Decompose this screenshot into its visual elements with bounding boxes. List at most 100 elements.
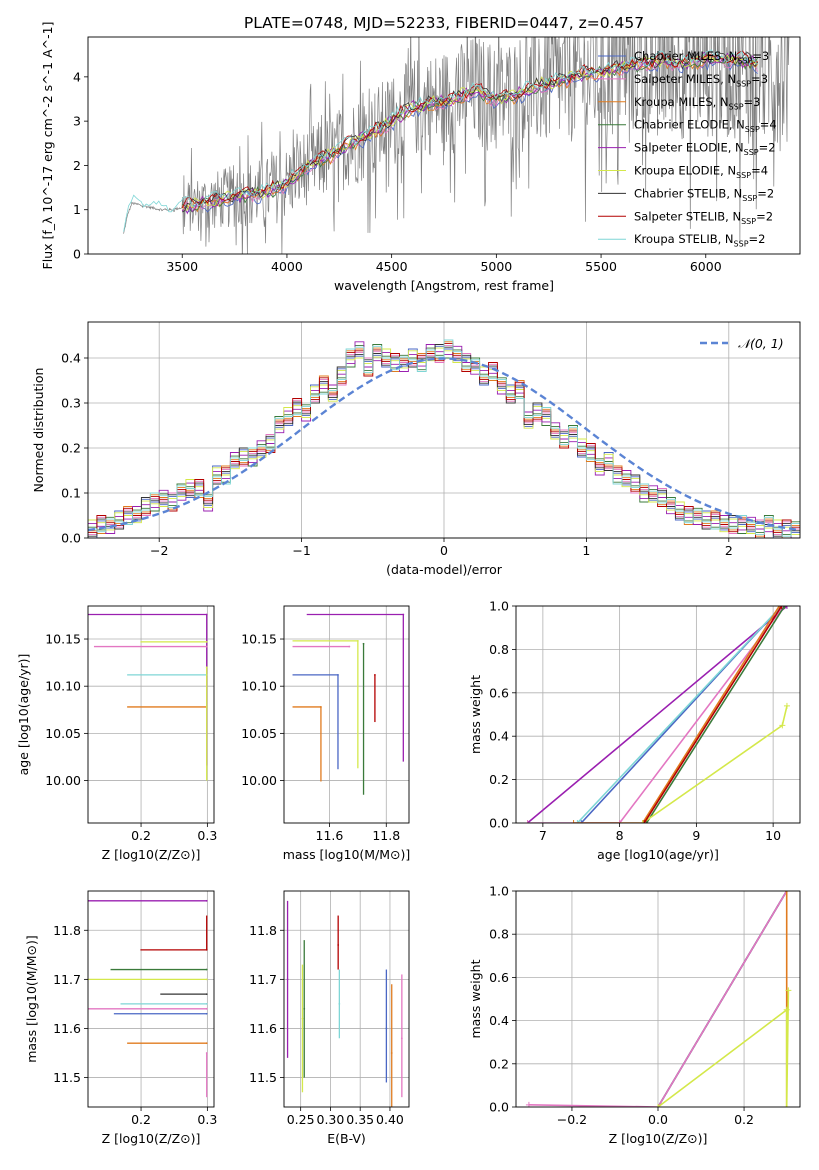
mass-weight-line-3 bbox=[528, 891, 788, 1107]
data-point bbox=[337, 944, 340, 946]
data-point bbox=[205, 1052, 208, 1054]
y-tick-label: 10.15 bbox=[241, 632, 277, 647]
x-tick-label: 1 bbox=[582, 543, 590, 558]
y-tick-label: 0.4 bbox=[61, 351, 81, 366]
mass-weight-marker bbox=[783, 1104, 790, 1107]
age-vs-mass-plot: 11.6 11.8 10.00 10.05 10.10 10.15 mass [log10(… bbox=[241, 605, 410, 862]
age-vs-metallicity-plot: 0.2 0.3 10.00 10.05 10.10 10.15 Z [log10(Z/Z⊙)… bbox=[16, 605, 217, 862]
plot-area bbox=[88, 613, 208, 781]
y-tick-label: 11.8 bbox=[249, 923, 277, 938]
x-tick-label: −0.2 bbox=[557, 1112, 587, 1127]
y-tick-label: 10.05 bbox=[241, 726, 277, 741]
y-tick-label: 0.4 bbox=[489, 729, 509, 744]
mass-weight-line-3 bbox=[527, 606, 785, 823]
x-tick-label: 9 bbox=[692, 828, 700, 843]
y-tick-label: 0.8 bbox=[489, 927, 509, 942]
y-axis-label: Flux [f_λ 10^-17 erg cm^-2 s^-1 A^-1] bbox=[40, 22, 55, 270]
data-point bbox=[338, 1003, 341, 1005]
mass-vs-metallicity-plot: 0.2 0.3 11.5 11.6 11.7 11.8 Z [log10(Z/Z⊙)] mas… bbox=[24, 890, 217, 1146]
residual-histogram: −2 −1 0 1 2 0.0 0.1 0.2 0.3 0.4 (data-model)/error… bbox=[31, 321, 801, 577]
x-tick-label: 0.0 bbox=[648, 1112, 668, 1127]
x-tick-label: 11.8 bbox=[372, 828, 400, 843]
spectrum-chart: 3500 4000 4500 5000 5500 6000 0 1 2 3 4 wavelength … bbox=[40, 22, 801, 293]
mass-weight-marker bbox=[655, 1104, 661, 1107]
y-tick-label: 4 bbox=[73, 69, 81, 84]
model-spectrum-8 bbox=[123, 49, 758, 232]
x-tick-label: 3500 bbox=[166, 259, 198, 274]
massweight-vs-metallicity-plot: −0.2 0.0 0.2 0.0 0.2 0.4 0.6 0.8 1.0 Z [log10(Z/Z… bbox=[468, 884, 801, 1146]
x-tick-label: −2 bbox=[150, 543, 168, 558]
figure-title: PLATE=0748, MJD=52233, FIBERID=0447, z=0… bbox=[244, 14, 644, 32]
legend-subscript: SSP bbox=[744, 148, 759, 157]
y-tick-label: 11.7 bbox=[249, 972, 277, 987]
axes-frame bbox=[87, 36, 801, 255]
y-tick-label: 0.2 bbox=[489, 1056, 509, 1071]
legend-label: Salpeter MILES, NSSP=3 bbox=[634, 72, 768, 89]
x-tick-label: 10 bbox=[765, 828, 781, 843]
y-tick-label: 0 bbox=[73, 247, 81, 262]
mass-weight-marker bbox=[781, 606, 788, 609]
legend-subscript: SSP bbox=[745, 125, 760, 134]
data-point bbox=[205, 1012, 208, 1015]
plot-area bbox=[292, 613, 405, 795]
y-tick-label: 10.15 bbox=[45, 632, 81, 647]
data-point bbox=[205, 968, 208, 971]
data-point bbox=[362, 642, 365, 645]
data-point bbox=[205, 899, 208, 902]
plot-area bbox=[88, 339, 800, 538]
legend-suffix: =3 bbox=[752, 49, 769, 63]
legend-label: Salpeter ELODIE, NSSP=2 bbox=[634, 141, 776, 158]
x-tick-label: 0.3 bbox=[197, 828, 217, 843]
y-tick-label: 0.6 bbox=[489, 685, 509, 700]
legend-suffix: =4 bbox=[751, 164, 768, 178]
mass-weight-marker bbox=[641, 820, 648, 823]
y-axis-label: mass weight bbox=[468, 675, 483, 754]
data-point bbox=[348, 645, 351, 648]
data-point bbox=[390, 1052, 393, 1054]
x-axis-label: Z [log10(Z/Z⊙)] bbox=[102, 847, 201, 862]
x-tick-label: 0 bbox=[440, 543, 448, 558]
legend-label: 𝒩(0, 1) bbox=[738, 336, 784, 351]
y-tick-label: 10.00 bbox=[241, 773, 277, 788]
mass-weight-marker bbox=[616, 820, 623, 823]
x-tick-label: 0.2 bbox=[734, 1112, 754, 1127]
y-tick-label: 0.0 bbox=[489, 816, 509, 831]
y-tick-label: 1.0 bbox=[489, 884, 509, 899]
y-tick-label: 11.6 bbox=[249, 1021, 277, 1036]
mass-weight-line-7 bbox=[643, 606, 783, 823]
plot-area bbox=[123, 37, 790, 254]
x-tick-label: 5000 bbox=[480, 259, 512, 274]
y-tick-label: 10.10 bbox=[241, 679, 277, 694]
y-tick-label: 0.4 bbox=[489, 1013, 509, 1028]
y-tick-label: 0.2 bbox=[61, 441, 81, 456]
mass-weight-marker bbox=[776, 606, 783, 609]
x-axis-label: wavelength [Angstrom, rest frame] bbox=[334, 278, 554, 293]
axes-frame bbox=[515, 890, 801, 1108]
y-axis-label: mass [log10(M/M⊙)] bbox=[24, 935, 39, 1063]
x-tick-label: −1 bbox=[292, 543, 310, 558]
x-tick-label: 8 bbox=[616, 828, 624, 843]
x-tick-label: 0.40 bbox=[376, 1112, 404, 1127]
mass-weight-marker bbox=[783, 702, 790, 709]
legend-suffix: =2 bbox=[759, 141, 776, 155]
axes-frame bbox=[283, 605, 410, 824]
legend-subscript: SSP bbox=[729, 102, 744, 111]
y-tick-label: 11.5 bbox=[249, 1070, 277, 1085]
y-tick-label: 1.0 bbox=[489, 599, 509, 614]
legend-label: Kroupa STELIB, NSSP=2 bbox=[634, 232, 765, 249]
y-tick-label: 10.00 bbox=[45, 773, 81, 788]
plot-area bbox=[524, 606, 790, 823]
mass-weight-line-5 bbox=[657, 990, 790, 1107]
mass-weight-marker bbox=[778, 606, 785, 609]
y-tick-label: 2 bbox=[73, 158, 81, 173]
mass-weight-line-2 bbox=[576, 606, 783, 823]
data-point bbox=[205, 1007, 208, 1010]
axes-frame bbox=[283, 890, 410, 1108]
x-axis-label: Z [log10(Z/Z⊙)] bbox=[609, 1131, 708, 1146]
residual-legend: 𝒩(0, 1) bbox=[700, 336, 784, 351]
x-tick-label: 4500 bbox=[376, 259, 408, 274]
massweight-vs-age-plot: 7 8 9 10 0.0 0.2 0.4 0.6 0.8 1.0 age [log10(age/yr… bbox=[468, 599, 801, 862]
x-tick-label: 7 bbox=[539, 828, 547, 843]
y-tick-label: 0.8 bbox=[489, 642, 509, 657]
